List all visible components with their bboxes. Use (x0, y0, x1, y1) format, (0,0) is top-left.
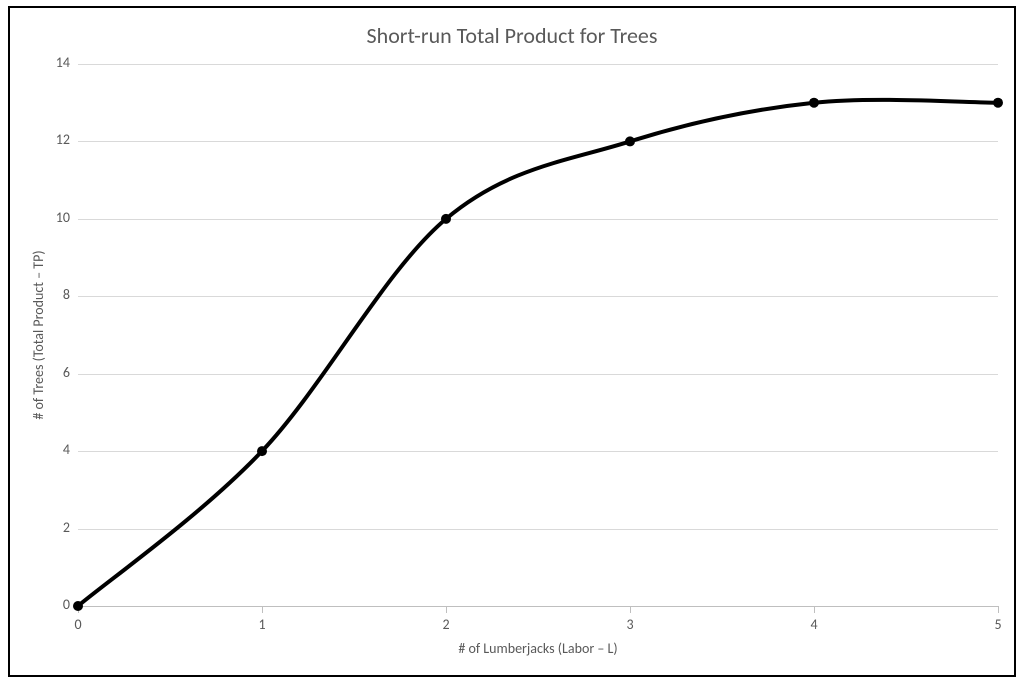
data-marker (625, 136, 635, 146)
data-marker (73, 601, 83, 611)
chart-plot (0, 0, 1024, 683)
data-marker (441, 214, 451, 224)
data-marker (809, 98, 819, 108)
data-marker (993, 98, 1003, 108)
data-line (78, 100, 998, 606)
data-marker (257, 446, 267, 456)
